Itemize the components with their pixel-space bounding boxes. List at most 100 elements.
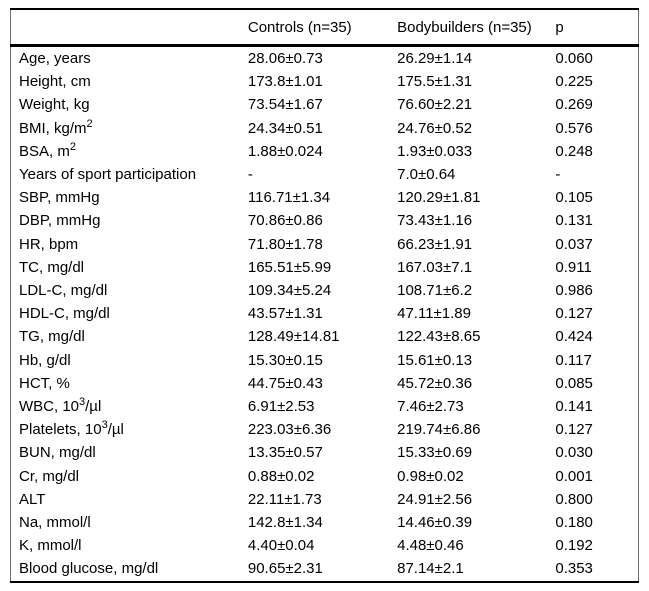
row-label-cell: BUN, mg/dl <box>19 444 96 462</box>
bodybuilders-value-cell: 0.98±0.02 <box>397 467 464 485</box>
p-value-cell: 0.037 <box>555 235 593 253</box>
bodybuilders-value-cell: 45.72±0.36 <box>397 374 473 392</box>
table-row: LDL-C, mg/dl 109.34±5.24 108.71±6.2 0.986 <box>11 279 639 302</box>
table-row: Blood glucose, mg/dl 90.65±2.31 87.14±2.1 0… <box>11 557 639 581</box>
controls-value-cell: 128.49±14.81 <box>247 328 340 346</box>
p-value-cell: 0.085 <box>555 374 593 392</box>
row-label-cell: Height, cm <box>19 73 91 91</box>
table-row: Weight, kg 73.54±1.67 76.60±2.21 0.269 <box>11 93 639 116</box>
controls-value-cell: 6.91±2.53 <box>247 398 315 416</box>
table-row: SBP, mmHg 116.71±1.34 120.29±1.81 0.105 <box>11 186 639 209</box>
controls-value-cell: 223.03±6.36 <box>247 421 332 439</box>
table-row: K, mmol/l 4.40±0.04 4.48±0.46 0.192 <box>11 534 639 557</box>
table-row: BSA, m2 1.88±0.024 1.93±0.033 0.248 <box>11 140 639 163</box>
p-value-cell: 0.269 <box>555 96 593 114</box>
controls-value-cell: 90.65±2.31 <box>247 560 323 578</box>
p-value-cell: 0.800 <box>555 490 593 508</box>
table-body: Age, years 28.06±0.73 26.29±1.14 0.060 Heigh… <box>11 46 639 582</box>
bodybuilders-value-cell: 87.14±2.1 <box>397 560 464 578</box>
row-label-cell: HR, bpm <box>19 235 79 253</box>
table-row: HR, bpm 71.80±1.78 66.23±1.91 0.037 <box>11 233 639 256</box>
row-label-cell: Weight, kg <box>19 96 90 114</box>
table-row: ALT 22.11±1.73 24.91±2.56 0.800 <box>11 488 639 511</box>
p-value-cell: 0.576 <box>555 119 593 137</box>
table-row: BMI, kg/m2 24.34±0.51 24.76±0.52 0.576 <box>11 117 639 140</box>
controls-value-cell: - <box>247 166 253 184</box>
row-label-cell: Na, mmol/l <box>19 514 91 532</box>
bodybuilders-value-cell: 175.5±1.31 <box>397 73 473 91</box>
column-header: Bodybuilders (n=35) <box>397 19 532 36</box>
row-label-cell: LDL-C, mg/dl <box>19 282 108 300</box>
p-value-cell: 0.141 <box>555 398 593 416</box>
bodybuilders-value-cell: 15.33±0.69 <box>397 444 473 462</box>
row-label-cell: TC, mg/dl <box>19 258 85 276</box>
controls-value-cell: 43.57±1.31 <box>247 305 323 323</box>
controls-value-cell: 165.51±5.99 <box>247 258 332 276</box>
row-label-cell: BMI, kg/m2 <box>19 117 93 137</box>
bodybuilders-value-cell: 108.71±6.2 <box>397 282 473 300</box>
p-value-cell: 0.127 <box>555 421 593 439</box>
p-value-cell: 0.117 <box>555 351 592 369</box>
controls-value-cell: 22.11±1.73 <box>247 490 322 508</box>
bodybuilders-value-cell: 15.61±0.13 <box>397 351 473 369</box>
row-label-cell: Platelets, 103/µl <box>19 419 124 439</box>
bodybuilders-value-cell: 14.46±0.39 <box>397 514 473 532</box>
p-value-cell: 0.986 <box>555 282 593 300</box>
controls-value-cell: 15.30±0.15 <box>247 351 323 369</box>
p-value-cell: 0.127 <box>555 305 593 323</box>
controls-value-cell: 142.8±1.34 <box>247 514 323 532</box>
p-value-cell: 0.192 <box>555 537 593 555</box>
row-label-cell: Cr, mg/dl <box>19 467 80 485</box>
controls-value-cell: 71.80±1.78 <box>247 235 323 253</box>
bodybuilders-value-cell: 122.43±8.65 <box>397 328 481 346</box>
header-row: Controls (n=35) Bodybuilders (n=35) p <box>10 9 639 46</box>
bodybuilders-value-cell: 167.03±7.1 <box>397 258 473 276</box>
table-row: Height, cm 173.8±1.01 175.5±1.31 0.225 <box>11 70 639 93</box>
controls-value-cell: 0.88±0.02 <box>247 467 315 485</box>
row-label-cell: Age, years <box>19 50 91 67</box>
p-value-cell: 0.030 <box>555 444 593 462</box>
bodybuilders-value-cell: 7.46±2.73 <box>397 398 464 416</box>
row-label-cell: SBP, mmHg <box>19 189 100 207</box>
bodybuilders-value-cell: 73.43±1.16 <box>397 212 473 230</box>
controls-value-cell: 1.88±0.024 <box>247 142 323 160</box>
row-label-cell: HCT, % <box>19 374 70 392</box>
table-row: BUN, mg/dl 13.35±0.57 15.33±0.69 0.030 <box>11 441 639 464</box>
p-value-cell: 0.911 <box>555 258 592 276</box>
row-label-cell: TG, mg/dl <box>19 328 85 346</box>
controls-value-cell: 13.35±0.57 <box>247 444 323 462</box>
p-value-cell: 0.248 <box>555 142 593 160</box>
row-label-cell: K, mmol/l <box>19 537 82 555</box>
bodybuilders-value-cell: 47.11±1.89 <box>397 305 471 323</box>
column-header: Controls (n=35) <box>247 19 352 36</box>
controls-value-cell: 28.06±0.73 <box>247 50 323 67</box>
bodybuilders-value-cell: 24.91±2.56 <box>397 490 473 508</box>
row-label-cell: Hb, g/dl <box>19 351 71 369</box>
bodybuilders-value-cell: 4.48±0.46 <box>397 537 464 555</box>
p-value-cell: 0.131 <box>555 212 593 230</box>
p-value-cell: 0.060 <box>555 50 593 67</box>
controls-value-cell: 73.54±1.67 <box>247 96 323 114</box>
p-value-cell: 0.424 <box>555 328 593 346</box>
controls-value-cell: 44.75±0.43 <box>247 374 323 392</box>
table-row: HDL-C, mg/dl 43.57±1.31 47.11±1.89 0.127 <box>11 302 639 325</box>
controls-value-cell: 70.86±0.86 <box>247 212 323 230</box>
bodybuilders-value-cell: 24.76±0.52 <box>397 119 473 137</box>
row-label-cell: DBP, mmHg <box>19 212 101 230</box>
bodybuilders-value-cell: 1.93±0.033 <box>397 142 473 160</box>
row-label-cell: WBC, 103/µl <box>19 396 102 416</box>
p-value-cell: 0.353 <box>555 560 593 578</box>
controls-value-cell: 109.34±5.24 <box>247 282 332 300</box>
bodybuilders-value-cell: 66.23±1.91 <box>397 235 473 253</box>
bodybuilders-value-cell: 219.74±6.86 <box>397 421 481 439</box>
controls-value-cell: 4.40±0.04 <box>247 537 315 555</box>
controls-value-cell: 116.71±1.34 <box>247 189 331 207</box>
column-header: p <box>555 19 564 36</box>
bodybuilders-value-cell: 120.29±1.81 <box>397 189 481 207</box>
bodybuilders-value-cell: 26.29±1.14 <box>397 50 473 67</box>
row-label-header <box>11 9 248 46</box>
p-value-cell: 0.180 <box>555 514 593 532</box>
table-row: Cr, mg/dl 0.88±0.02 0.98±0.02 0.001 <box>11 465 639 488</box>
comparison-table: Controls (n=35) Bodybuilders (n=35) p Age,… <box>10 8 639 583</box>
